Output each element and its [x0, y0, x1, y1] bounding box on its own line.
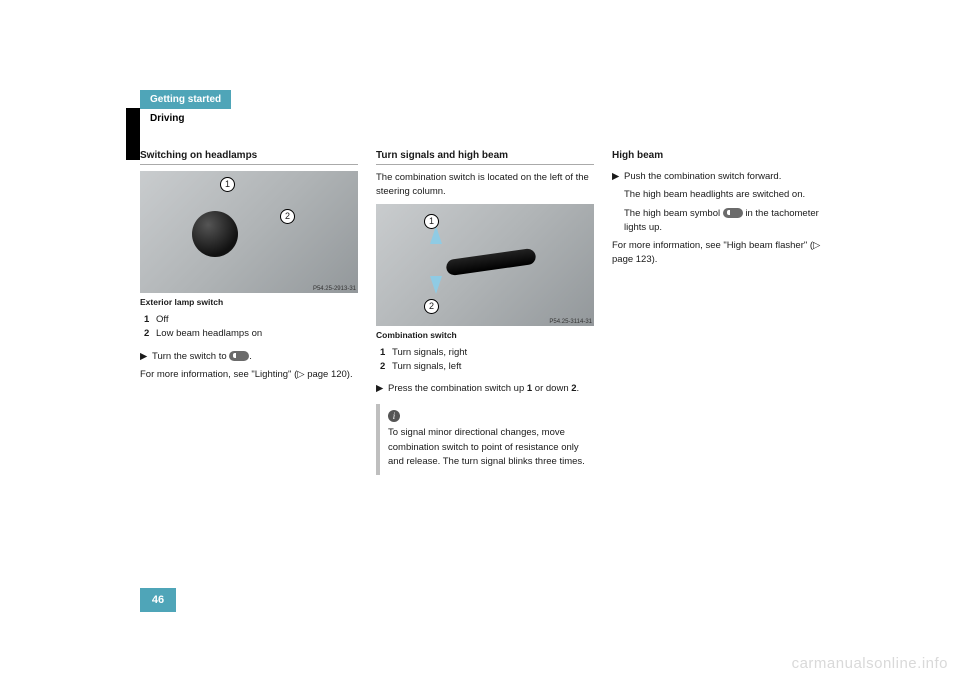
- step-row: ▶ Push the combination switch forward.: [612, 170, 830, 184]
- step-b: or down: [532, 383, 571, 394]
- step-text: Push the combination switch forward.: [624, 170, 781, 184]
- figure-code: P54.25-2913-31: [313, 286, 356, 292]
- def-row: 1 Off: [144, 313, 358, 327]
- figure-code: P54.25-3114-31: [549, 319, 592, 325]
- content-columns: Switching on headlamps 1 2 P54.25-2913-3…: [140, 150, 840, 475]
- headlamp-icon: [229, 351, 249, 361]
- column-3: High beam ▶ Push the combination switch …: [612, 150, 830, 475]
- body-text-1: The high beam headlights are switched on…: [624, 188, 830, 202]
- step-bullet-icon: ▶: [612, 170, 624, 184]
- high-beam-icon: [723, 208, 743, 218]
- def-row: 2 Turn signals, left: [380, 360, 594, 374]
- page-number: 46: [140, 588, 176, 612]
- col2-heading: Turn signals and high beam: [376, 150, 594, 165]
- col2-intro: The combination switch is located on the…: [376, 171, 594, 200]
- step-post: .: [249, 351, 252, 362]
- manual-page: Getting started Driving Switching on hea…: [140, 90, 840, 475]
- col1-definitions: 1 Off 2 Low beam headlamps on: [144, 313, 358, 342]
- callout-2: 2: [424, 299, 439, 314]
- more-info: For more information, see "Lighting" (▷ …: [140, 368, 358, 382]
- page-ref: page 120).: [307, 369, 352, 380]
- col1-heading: Switching on headlamps: [140, 150, 358, 165]
- step-text: Turn the switch to .: [152, 350, 252, 364]
- step-pre: Turn the switch to: [152, 351, 229, 362]
- def-text: Low beam headlamps on: [156, 327, 262, 341]
- def-row: 1 Turn signals, right: [380, 346, 594, 360]
- column-1: Switching on headlamps 1 2 P54.25-2913-3…: [140, 150, 358, 475]
- step-c: .: [577, 383, 580, 394]
- column-2: Turn signals and high beam The combinati…: [376, 150, 594, 475]
- exterior-lamp-figure: 1 2 P54.25-2913-31: [140, 171, 358, 293]
- def-num: 2: [144, 327, 156, 341]
- def-text: Off: [156, 313, 169, 327]
- page-ref: page 123).: [612, 254, 657, 265]
- more-text: For more information, see "Lighting" (: [140, 369, 297, 380]
- def-num: 1: [380, 346, 392, 360]
- step-text: Press the combination switch up 1 or dow…: [388, 382, 579, 396]
- combination-switch-figure: 1 2 P54.25-3114-31: [376, 204, 594, 326]
- step-bullet-icon: ▶: [376, 382, 388, 396]
- def-text: Turn signals, right: [392, 346, 467, 360]
- arrow-down-icon: [430, 276, 442, 294]
- callout-1: 1: [220, 177, 235, 192]
- def-row: 2 Low beam headlamps on: [144, 327, 358, 341]
- info-text: To signal minor directional changes, mov…: [388, 426, 590, 469]
- section-tab: Driving: [140, 109, 840, 128]
- col1-caption: Exterior lamp switch: [140, 297, 358, 307]
- step-row: ▶ Turn the switch to .: [140, 350, 358, 364]
- page-ref-icon: ▷: [297, 369, 304, 380]
- step-bullet-icon: ▶: [140, 350, 152, 364]
- def-num: 1: [144, 313, 156, 327]
- def-num: 2: [380, 360, 392, 374]
- step-row: ▶ Press the combination switch up 1 or d…: [376, 382, 594, 396]
- header-tabs: Getting started: [140, 90, 840, 109]
- lamp-knob-graphic: [192, 211, 238, 257]
- stalk-graphic: [445, 247, 536, 275]
- step-a: Press the combination switch up: [388, 383, 527, 394]
- body-text-2: The high beam symbol in the tachometer l…: [624, 207, 830, 236]
- info-note: i To signal minor directional changes, m…: [376, 404, 594, 475]
- col2-definitions: 1 Turn signals, right 2 Turn signals, le…: [380, 346, 594, 375]
- page-ref-icon: ▷: [813, 240, 820, 251]
- callout-2: 2: [280, 209, 295, 224]
- col2-caption: Combination switch: [376, 330, 594, 340]
- def-text: Turn signals, left: [392, 360, 461, 374]
- chapter-tab: Getting started: [140, 90, 231, 109]
- body2a: The high beam symbol: [624, 208, 723, 219]
- col3-heading: High beam: [612, 150, 830, 164]
- callout-1: 1: [424, 214, 439, 229]
- more-text: For more information, see "High beam fla…: [612, 240, 813, 251]
- side-marker: [126, 108, 140, 160]
- watermark: carmanualsonline.info: [792, 655, 948, 672]
- more-info: For more information, see "High beam fla…: [612, 239, 830, 268]
- info-icon: i: [388, 410, 400, 422]
